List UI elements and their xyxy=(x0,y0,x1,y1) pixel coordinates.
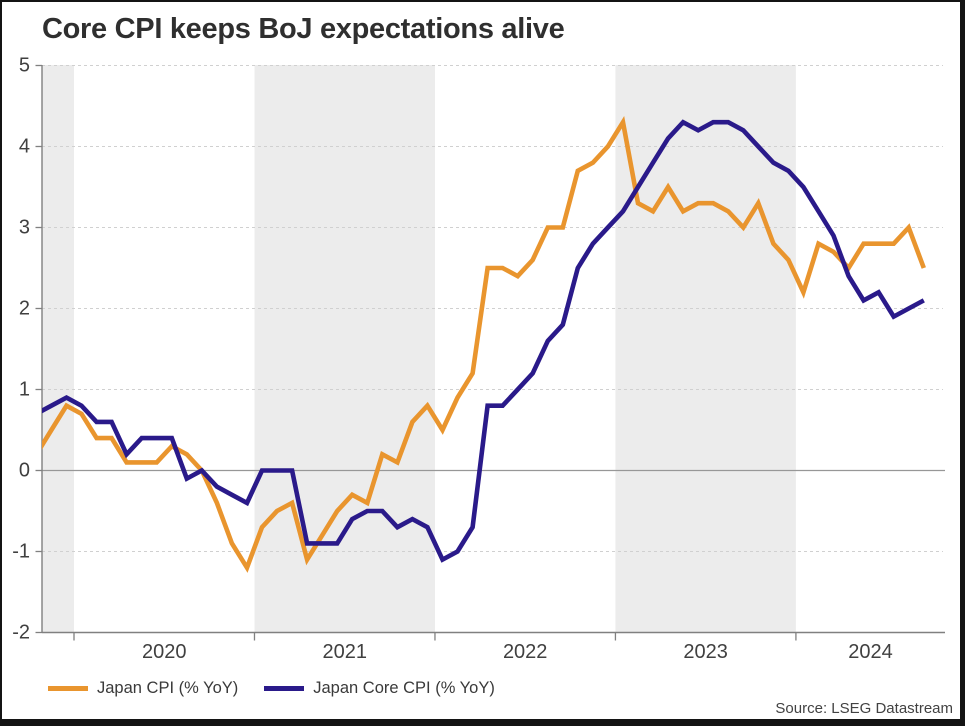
year-shading-band xyxy=(615,65,796,633)
y-axis-tick-label: 4 xyxy=(19,136,30,158)
source-note: Source: LSEG Datastream xyxy=(775,700,953,717)
y-axis-tick-label: -2 xyxy=(12,622,30,644)
y-axis-tick-label: 2 xyxy=(19,298,30,320)
year-shading-band xyxy=(42,65,74,633)
x-axis-year-label: 2021 xyxy=(322,641,367,663)
y-axis-tick-label: 0 xyxy=(19,460,30,482)
x-axis-year-label: 2024 xyxy=(848,641,893,663)
x-axis-year-label: 2020 xyxy=(142,641,187,663)
japan-cpi-line-swatch xyxy=(48,685,88,691)
chart-legend: Japan CPI (% YoY) Japan Core CPI (% YoY) xyxy=(48,674,495,702)
x-axis-year-label: 2023 xyxy=(683,641,728,663)
y-axis-tick-label: -1 xyxy=(12,541,30,563)
legend-item-japan-cpi: Japan CPI (% YoY) xyxy=(48,679,238,698)
chart-title: Core CPI keeps BoJ expectations alive xyxy=(42,13,565,45)
y-axis-tick-label: 5 xyxy=(19,55,30,77)
y-axis-tick-label: 3 xyxy=(19,217,30,239)
x-axis-year-label: 2022 xyxy=(503,641,548,663)
japan-core-cpi-line xyxy=(42,119,925,563)
year-shading-band xyxy=(254,65,435,633)
legend-label: Japan Core CPI (% YoY) xyxy=(313,678,495,697)
y-axis-tick-label: 1 xyxy=(19,379,30,401)
legend-item-japan-core-cpi: Japan Core CPI (% YoY) xyxy=(264,679,495,698)
japan-core-cpi-line-swatch xyxy=(264,685,305,691)
japan-cpi-line xyxy=(42,115,926,573)
legend-label: Japan CPI (% YoY) xyxy=(97,678,239,697)
